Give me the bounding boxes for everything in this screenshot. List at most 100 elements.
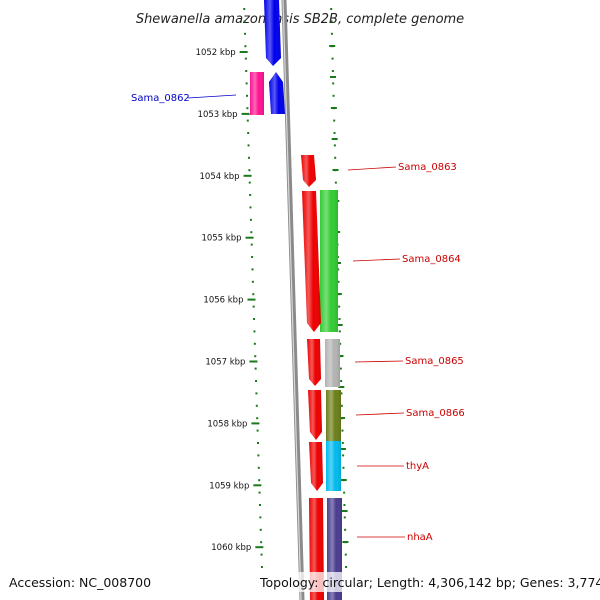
ruler-left-dot <box>258 504 261 506</box>
ruler-right-dot <box>337 280 340 283</box>
tick-mark <box>245 236 254 239</box>
ruler-left-dot <box>246 94 249 97</box>
accession-text: Accession: NC_008700 <box>9 575 151 590</box>
tick-label: 1059 kbp <box>209 481 249 491</box>
ruler-left-dot <box>253 318 256 320</box>
ruler-right-dot <box>330 32 333 35</box>
ruler-right-dot <box>340 404 343 407</box>
ruler-right-tick <box>341 510 348 512</box>
ruler-right-dot <box>344 553 347 556</box>
gene-reverse-1-shine <box>264 0 281 66</box>
ruler-right-dot <box>338 318 341 320</box>
ruler-left-dot <box>258 479 261 482</box>
gene-label-sama-0865[interactable]: Sama_0865 <box>405 356 464 367</box>
ruler-right-tick <box>335 293 342 295</box>
ruler-left-dot <box>249 206 252 209</box>
ruler-left <box>243 8 263 568</box>
tick-mark <box>247 298 256 301</box>
gene-forward-sama-0863-shine <box>301 155 316 187</box>
map-title: Shewanella amazonensis SB2B, complete ge… <box>136 12 464 27</box>
tick-label: 1054 kbp <box>200 172 240 182</box>
ruler-left-dot <box>252 305 255 308</box>
ruler-right-dot <box>330 8 333 10</box>
tick-mark <box>255 546 264 549</box>
ruler-left-dot <box>245 82 248 85</box>
ruler-left-dot <box>248 169 251 172</box>
cog-block-sama-0862-shine <box>250 72 264 115</box>
gene-label-thya[interactable]: thyA <box>406 461 429 472</box>
ruler-right-tick <box>331 138 338 140</box>
reverse-strand-genes <box>264 0 285 114</box>
gene-labels: Sama_0862 Sama_0863 Sama_0864 Sama_0865 … <box>131 93 465 543</box>
ruler-left-dot <box>254 355 257 358</box>
gene-forward-sama-0866-shine <box>308 390 322 440</box>
tick-label: 1060 kbp <box>211 543 251 553</box>
cog-block-sama-0865-shine <box>325 339 340 387</box>
ruler-right-dot <box>331 70 334 72</box>
ruler-right-dot <box>333 144 336 147</box>
ruler-right-dot <box>340 392 343 395</box>
tick-label: 1057 kbp <box>205 358 245 368</box>
ruler-left-dot <box>255 380 258 382</box>
ruler-left-dot <box>257 466 260 469</box>
ruler-left-dot <box>251 280 254 283</box>
gene-label-sama-0863[interactable]: Sama_0863 <box>398 162 457 173</box>
ruler-right-tick <box>342 541 349 543</box>
ruler-right-dot <box>339 342 342 345</box>
ruler-left-dot <box>260 541 263 544</box>
ruler-right-tick <box>337 355 344 357</box>
ruler-right-dot <box>333 119 336 122</box>
ruler-left-dot <box>260 566 263 568</box>
gene-label-sama-0864[interactable]: Sama_0864 <box>402 254 461 265</box>
gene-forward-sama-0865-shine <box>307 339 321 386</box>
ruler-left-dot <box>244 57 247 60</box>
ruler-left-dot <box>255 392 258 395</box>
ruler-right-dot <box>330 20 333 23</box>
ruler-right-dot <box>340 380 343 382</box>
cog-block-sama-0864-shine <box>320 190 338 332</box>
ruler-right-dot <box>343 491 346 494</box>
ruler-right-dot <box>342 454 345 457</box>
ruler-left-dot <box>253 342 256 345</box>
ruler-left-dot <box>253 330 256 333</box>
gene-forward-sama-0864-shine <box>302 191 321 332</box>
ruler-right-dot <box>337 268 340 271</box>
ruler-left-dot <box>243 8 246 10</box>
ruler-left-dot <box>252 293 255 296</box>
gene-forward-thya-shine <box>309 442 323 491</box>
tick-label: 1055 kbp <box>201 234 241 244</box>
tick-label: 1058 kbp <box>207 419 247 429</box>
ruler-left-dot <box>246 119 249 122</box>
tick-mark <box>243 174 252 177</box>
ruler-right-dot <box>343 516 346 519</box>
ruler-left-dot <box>254 367 257 370</box>
gene-label-sama-0866[interactable]: Sama_0866 <box>406 408 465 419</box>
ruler-left-dot <box>259 528 262 531</box>
ruler-right-tick <box>338 386 345 388</box>
ruler-left-dot <box>257 454 260 457</box>
gene-label-nhaa[interactable]: nhaA <box>407 532 433 543</box>
ruler-left-dot <box>251 268 254 271</box>
tick-mark <box>253 484 262 487</box>
ruler-right-dot <box>341 429 344 432</box>
gene-label-sama-0862[interactable]: Sama_0862 <box>131 93 190 104</box>
ruler-left-dot <box>250 243 253 246</box>
tick-labels: 1052 kbp 1053 kbp 1054 kbp 1055 kbp 1056 kbp… <box>196 48 264 553</box>
ruler-left-dot <box>244 32 247 35</box>
tick-label: 1053 kbp <box>198 110 238 120</box>
ruler-right-tick <box>330 76 337 78</box>
ruler-right-dot <box>339 367 342 370</box>
tick-label: 1052 kbp <box>196 48 236 58</box>
ruler-left-dot <box>249 218 252 221</box>
genome-backbone-highlight <box>282 0 302 600</box>
ruler-left-dot <box>255 404 258 407</box>
ruler-right-dot <box>332 94 335 97</box>
ruler-right-tick <box>329 45 336 47</box>
ruler-left-dot <box>256 429 259 432</box>
ruler-left-dot <box>258 491 261 494</box>
ruler-right-tick <box>339 417 346 419</box>
ruler-right-dot <box>343 504 346 506</box>
cog-block-sama-0866-shine <box>326 390 341 441</box>
ruler-left-dot <box>246 107 249 110</box>
